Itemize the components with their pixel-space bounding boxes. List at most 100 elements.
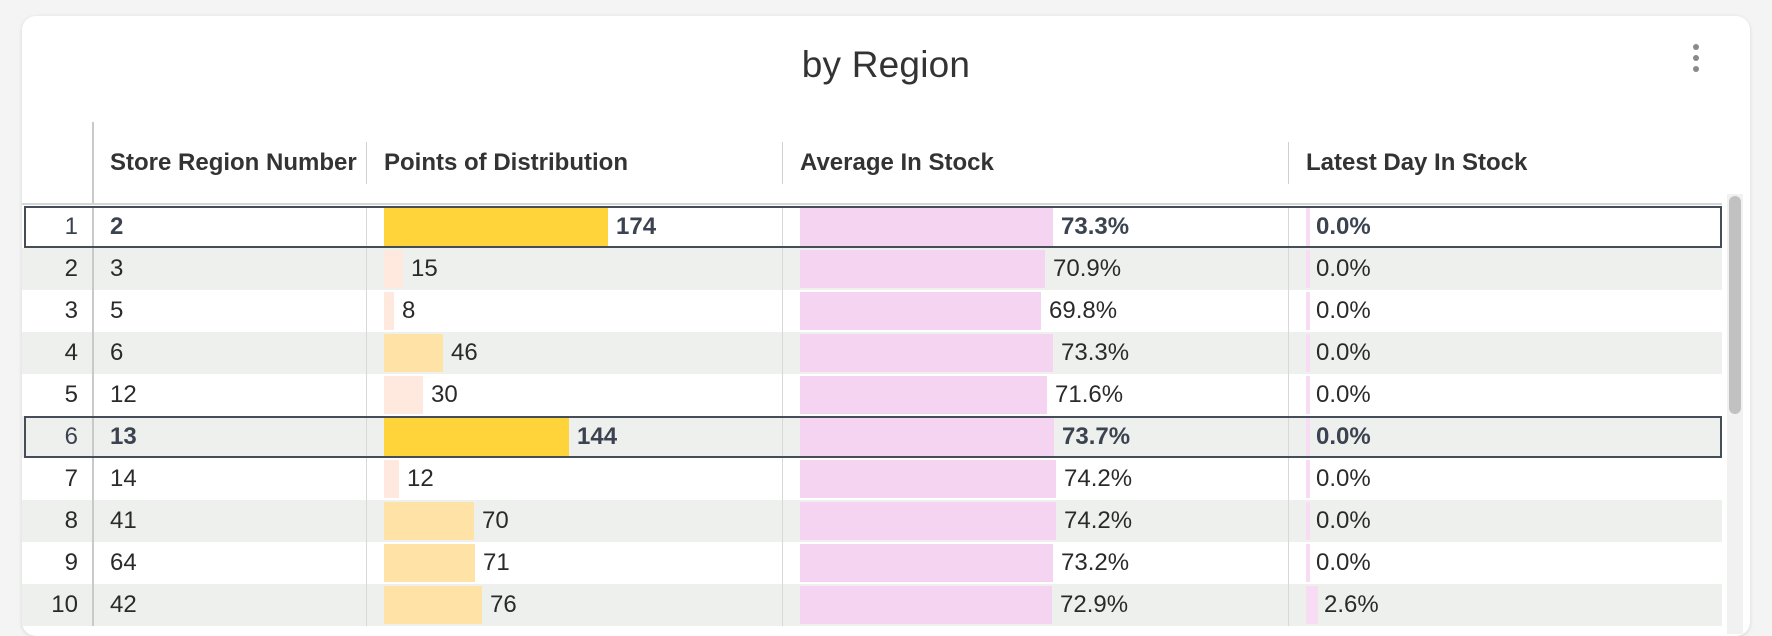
row-index: 1 (22, 206, 94, 248)
avg-in-stock-value: 70.9% (1053, 255, 1122, 282)
latest-day-value: 0.0% (1316, 507, 1371, 534)
avg-in-stock-bar (800, 250, 1045, 288)
pod-value: 8 (402, 297, 416, 324)
latest-day-bar (1306, 544, 1310, 582)
latest-day-bar (1306, 376, 1310, 414)
region-number-cell: 13 (110, 423, 137, 450)
avg-in-stock-value: 74.2% (1064, 507, 1133, 534)
table-header: Store Region Number Points of Distributi… (22, 122, 1722, 205)
column-header-latest-day-in-stock[interactable]: Latest Day In Stock (1306, 148, 1528, 176)
latest-day-value: 0.0% (1316, 381, 1371, 408)
pod-value: 46 (451, 339, 478, 366)
pod-bar (384, 208, 608, 246)
table-row[interactable]: 9 64 71 73.2% 0.0% (22, 542, 1722, 584)
more-options-icon[interactable] (1686, 44, 1706, 72)
latest-day-value: 0.0% (1316, 339, 1371, 366)
avg-in-stock-bar (800, 292, 1041, 330)
table-row[interactable]: 7 14 12 74.2% 0.0% (22, 458, 1722, 500)
pod-bar (384, 460, 399, 498)
row-index: 4 (22, 332, 94, 374)
pod-bar (384, 292, 394, 330)
table-row[interactable]: 6 13 144 73.7% 0.0% (22, 416, 1722, 458)
avg-in-stock-value: 73.7% (1062, 423, 1131, 450)
pod-value: 76 (490, 591, 517, 618)
avg-in-stock-value: 69.8% (1049, 297, 1118, 324)
pod-value: 144 (577, 423, 618, 450)
latest-day-value: 0.0% (1316, 213, 1371, 240)
row-index: 10 (22, 584, 94, 626)
table-row[interactable]: 10 42 76 72.9% 2.6% (22, 584, 1722, 626)
row-index: 9 (22, 542, 94, 584)
pod-bar (384, 250, 403, 288)
avg-in-stock-value: 71.6% (1055, 381, 1124, 408)
latest-day-bar (1306, 208, 1310, 246)
avg-in-stock-bar (800, 418, 1054, 456)
table-row[interactable]: 8 41 70 74.2% 0.0% (22, 500, 1722, 542)
column-header-pod[interactable]: Points of Distribution (384, 148, 628, 176)
avg-in-stock-bar (800, 208, 1053, 246)
region-number-cell: 12 (110, 381, 137, 408)
avg-in-stock-bar (800, 376, 1047, 414)
scrollbar-thumb[interactable] (1729, 196, 1741, 414)
region-number-cell: 64 (110, 549, 137, 576)
latest-day-value: 0.0% (1316, 465, 1371, 492)
row-index: 6 (22, 416, 94, 458)
avg-in-stock-bar (800, 334, 1053, 372)
pod-value: 15 (411, 255, 438, 282)
column-header-avg-in-stock[interactable]: Average In Stock (800, 148, 994, 176)
pod-bar (384, 586, 482, 624)
row-index: 5 (22, 374, 94, 416)
latest-day-bar (1306, 586, 1318, 624)
region-card: by Region Store Region Number Points of … (22, 16, 1750, 636)
table-row[interactable]: 1 2 174 73.3% 0.0% (22, 206, 1722, 248)
row-index: 3 (22, 290, 94, 332)
region-number-cell: 41 (110, 507, 137, 534)
region-number-cell: 2 (110, 213, 124, 240)
table-row[interactable]: 2 3 15 70.9% 0.0% (22, 248, 1722, 290)
region-number-cell: 5 (110, 297, 124, 324)
avg-in-stock-value: 73.2% (1061, 549, 1130, 576)
pod-bar (384, 334, 443, 372)
row-index: 8 (22, 500, 94, 542)
latest-day-bar (1306, 418, 1310, 456)
region-number-cell: 6 (110, 339, 124, 366)
avg-in-stock-value: 74.2% (1064, 465, 1133, 492)
latest-day-value: 0.0% (1316, 423, 1371, 450)
pod-value: 174 (616, 213, 657, 240)
row-index: 2 (22, 248, 94, 290)
avg-in-stock-bar (800, 586, 1052, 624)
pod-bar (384, 502, 474, 540)
latest-day-value: 0.0% (1316, 297, 1371, 324)
table-row[interactable]: 4 6 46 73.3% 0.0% (22, 332, 1722, 374)
avg-in-stock-value: 73.3% (1061, 339, 1130, 366)
avg-in-stock-bar (800, 502, 1056, 540)
pod-bar (384, 418, 569, 456)
table-row[interactable]: 5 12 30 71.6% 0.0% (22, 374, 1722, 416)
latest-day-bar (1306, 502, 1310, 540)
latest-day-bar (1306, 292, 1310, 330)
column-header-region[interactable]: Store Region Number (110, 148, 357, 176)
row-index-header (22, 122, 94, 203)
latest-day-bar (1306, 334, 1310, 372)
pod-value: 71 (483, 549, 510, 576)
table-row[interactable]: 3 5 8 69.8% 0.0% (22, 290, 1722, 332)
pod-bar (384, 544, 475, 582)
row-index: 7 (22, 458, 94, 500)
latest-day-bar (1306, 250, 1310, 288)
latest-day-bar (1306, 460, 1310, 498)
latest-day-value: 0.0% (1316, 549, 1371, 576)
avg-in-stock-bar (800, 544, 1053, 582)
pod-bar (384, 376, 423, 414)
region-number-cell: 3 (110, 255, 124, 282)
latest-day-value: 0.0% (1316, 255, 1371, 282)
avg-in-stock-value: 73.3% (1061, 213, 1130, 240)
pod-value: 30 (431, 381, 458, 408)
region-number-cell: 14 (110, 465, 137, 492)
region-number-cell: 42 (110, 591, 137, 618)
table-body: 1 2 174 73.3% 0.0% 2 3 15 70.9% 0.0% 3 5 (22, 206, 1722, 626)
pod-value: 70 (482, 507, 509, 534)
latest-day-value: 2.6% (1324, 591, 1379, 618)
avg-in-stock-value: 72.9% (1060, 591, 1129, 618)
card-title: by Region (801, 44, 971, 85)
pod-value: 12 (407, 465, 434, 492)
